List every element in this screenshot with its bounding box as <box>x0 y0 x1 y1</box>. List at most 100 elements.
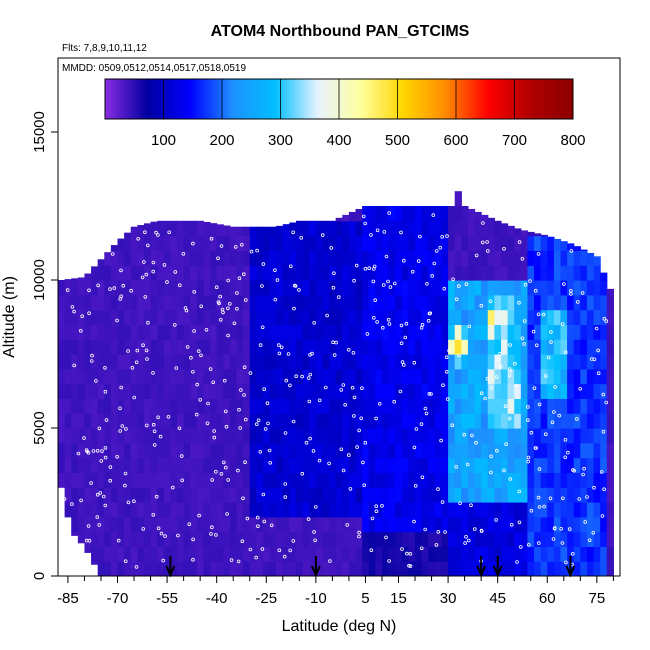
sample-point <box>375 320 379 324</box>
heatmap-cell <box>117 428 125 444</box>
sample-point <box>410 269 415 274</box>
colorbar-segment <box>248 79 252 119</box>
heatmap-cell <box>243 339 251 355</box>
heatmap-cell <box>256 516 264 533</box>
sample-point <box>124 427 128 431</box>
heatmap-cell <box>474 383 482 399</box>
heatmap-cell <box>547 561 555 576</box>
sample-point <box>283 495 288 499</box>
heatmap-cell <box>481 309 489 325</box>
heatmap-cell <box>421 206 429 222</box>
colorbar-segment <box>517 79 521 119</box>
heatmap-cell <box>448 309 456 325</box>
sample-point <box>132 499 136 504</box>
heatmap-cell <box>381 309 390 325</box>
heatmap-cell <box>547 442 555 459</box>
heatmap-cell <box>58 398 66 414</box>
heatmap-cell <box>276 413 284 429</box>
sample-point <box>361 460 365 465</box>
heatmap-cell <box>467 280 476 296</box>
colorbar-segment <box>224 79 229 119</box>
sample-point <box>464 534 468 539</box>
colorbar-tick-label: 600 <box>443 132 468 149</box>
heatmap-cell <box>177 457 185 473</box>
heatmap-cell <box>593 398 601 414</box>
sample-point <box>204 327 209 332</box>
sample-point <box>470 433 474 438</box>
colorbar-segment <box>482 79 486 119</box>
heatmap-cell <box>130 457 138 473</box>
heatmap-cell <box>593 413 601 429</box>
heatmap-cell <box>190 220 198 237</box>
heatmap-cell <box>520 235 529 251</box>
heatmap-cell <box>157 250 165 266</box>
heatmap-cell <box>183 265 191 281</box>
sample-point <box>355 445 359 449</box>
sample-point <box>489 454 493 459</box>
heatmap-cell <box>441 457 449 473</box>
heatmap-cell <box>606 413 614 429</box>
sample-point <box>464 282 469 287</box>
heatmap-cell <box>110 472 119 488</box>
heatmap-cell <box>269 324 277 340</box>
heatmap-cell <box>467 472 476 488</box>
sample-point <box>373 298 378 303</box>
x-tick-label: -10 <box>305 590 327 607</box>
heatmap-cell <box>137 235 145 251</box>
heatmap-cell <box>500 383 509 399</box>
heatmap-cell <box>282 413 291 429</box>
heatmap-cell <box>315 324 324 340</box>
heatmap-cell <box>64 487 72 503</box>
heatmap-cell <box>91 472 99 488</box>
heatmap-cell <box>474 457 482 473</box>
heatmap-cell <box>368 561 376 576</box>
sample-point <box>329 246 334 250</box>
heatmap-cell <box>467 502 476 518</box>
heatmap-cell <box>362 294 370 311</box>
heatmap-cell <box>428 546 436 562</box>
heatmap-cell <box>64 279 72 281</box>
heatmap-cell <box>600 324 608 340</box>
heatmap-cell <box>329 354 337 370</box>
heatmap-cell <box>329 442 337 459</box>
heatmap-cell <box>368 235 376 251</box>
heatmap-cell <box>249 339 257 355</box>
heatmap-cell <box>441 516 449 533</box>
sample-point <box>304 440 309 445</box>
colorbar-segment <box>143 79 147 119</box>
heatmap-cell <box>309 428 317 444</box>
heatmap-cell <box>77 457 86 473</box>
heatmap-cell <box>170 220 178 237</box>
heatmap-cell <box>203 221 211 237</box>
heatmap-cell <box>428 561 436 576</box>
sample-point <box>513 361 517 366</box>
heatmap-cell <box>560 324 568 340</box>
heatmap-cell <box>104 472 112 488</box>
heatmap-cell <box>381 546 390 562</box>
heatmap-cell <box>355 235 363 251</box>
colorbar-segment <box>461 79 466 119</box>
sample-point <box>100 449 104 453</box>
sample-point <box>418 234 422 239</box>
sample-point <box>97 426 102 431</box>
colorbar-segment <box>333 79 337 119</box>
sample-point <box>363 266 368 271</box>
heatmap-cell <box>216 457 224 473</box>
sample-point <box>308 436 312 441</box>
heatmap-cell <box>71 294 79 311</box>
heatmap-cell <box>335 339 343 355</box>
heatmap-cell <box>388 368 396 385</box>
heatmap-cell <box>276 383 284 399</box>
heatmap-cell <box>368 280 376 296</box>
sample-point <box>372 264 377 269</box>
sample-point <box>214 469 218 474</box>
heatmap-cell <box>322 235 330 251</box>
sample-point <box>119 268 123 273</box>
sample-point <box>144 348 149 353</box>
heatmap-cell <box>461 324 469 340</box>
heatmap-cell <box>580 324 588 340</box>
heatmap-cell <box>461 383 469 399</box>
heatmap-cell <box>368 546 376 562</box>
heatmap-cell <box>507 280 515 296</box>
heatmap-cell <box>223 428 231 444</box>
